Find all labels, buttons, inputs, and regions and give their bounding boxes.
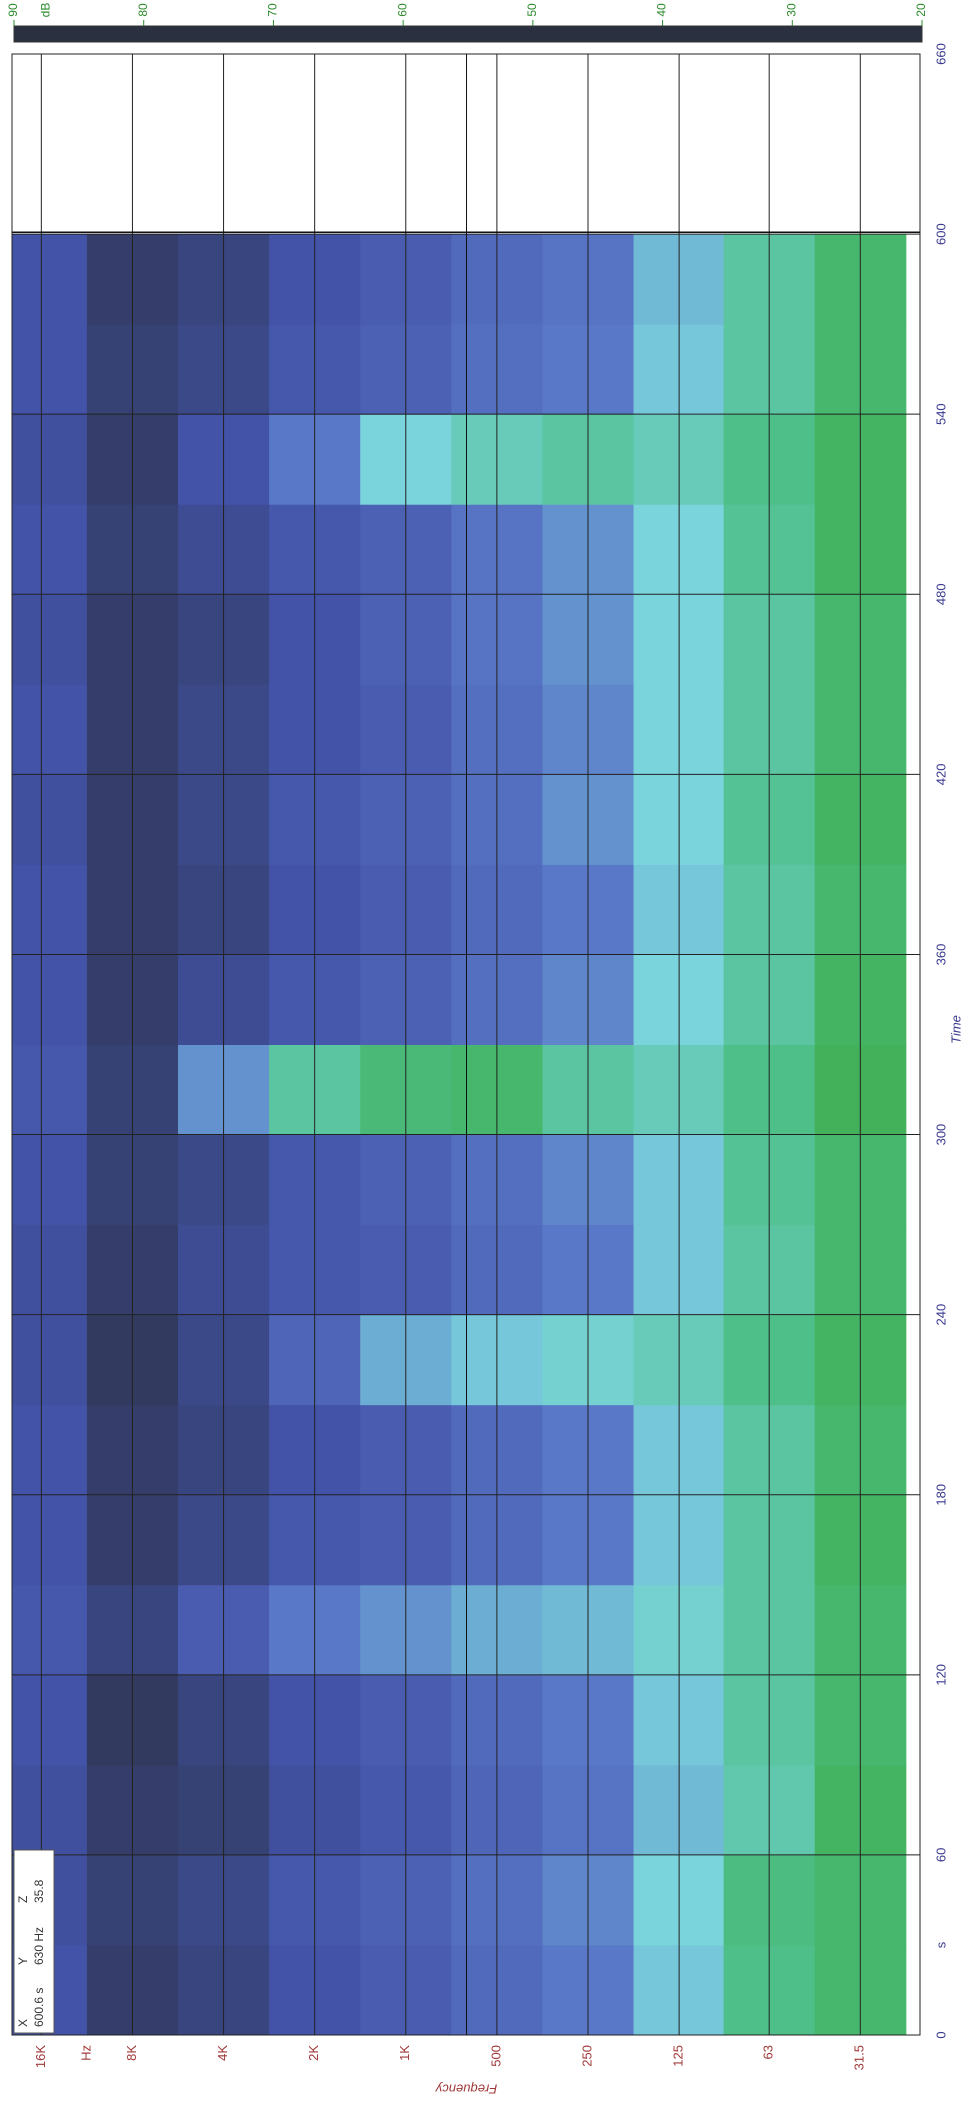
heat-cell <box>12 1404 88 1496</box>
x-unit: s <box>933 1941 948 1948</box>
heat-cell <box>12 864 88 955</box>
x-tick-label: 480 <box>933 583 948 605</box>
heat-cell <box>12 504 88 595</box>
colorbar-tick-label: 90 <box>6 3 20 17</box>
y-tick-label: 63 <box>761 2045 776 2059</box>
colorbar-tick-label: 80 <box>136 3 150 17</box>
colorbar-tick-label: 20 <box>914 3 928 17</box>
y-tick-label: 125 <box>671 2045 686 2067</box>
readout-value: 35.8 <box>32 1879 46 1903</box>
heat-cell <box>12 594 88 685</box>
x-tick-label: 300 <box>933 1124 948 1146</box>
readout-name: Z <box>16 1896 30 1903</box>
colorbar <box>13 25 923 43</box>
overlay: 16K 8K 4K 2K 1K 500 250 125 63 31.5 0 60 120 180 240 30… <box>6 3 962 2097</box>
y-tick-label: 1K <box>397 2045 412 2061</box>
x-tick-label: 120 <box>933 1664 948 1686</box>
heat-cell <box>12 774 88 865</box>
heat-cell <box>12 954 88 1045</box>
x-tick-label: 660 <box>933 43 948 65</box>
colorbar-tick-label: 60 <box>395 3 409 17</box>
colorbar-tick-label: 70 <box>266 3 280 17</box>
y-tick-label: 250 <box>579 2045 594 2067</box>
heat-cell <box>12 1314 88 1406</box>
colorbar-tick-label: 30 <box>784 3 798 17</box>
x-tick-label: 0 <box>933 2031 948 2038</box>
y-tick-label: 4K <box>215 2045 230 2061</box>
y-tick-label: 31.5 <box>852 2045 867 2070</box>
y-tick-label: 16K <box>33 2045 48 2068</box>
heat-cell <box>12 414 88 505</box>
readout-value: 630 Hz <box>32 1927 46 1965</box>
heatmap <box>12 54 920 2036</box>
x-tick-label: 600 <box>933 223 948 245</box>
y-axis-title: Frequency <box>434 2082 497 2097</box>
heat-cell <box>12 1044 88 1136</box>
x-tick-label: 180 <box>933 1484 948 1506</box>
heat-cell <box>12 1584 88 1676</box>
readout-value: 600.6 s <box>32 1988 46 2027</box>
y-tick-label: 500 <box>488 2045 503 2067</box>
x-tick-label: 540 <box>933 403 948 425</box>
colorbar-tick-label: 50 <box>525 3 539 17</box>
y-tick-label: 2K <box>306 2045 321 2061</box>
y-unit: Hz <box>78 2045 93 2061</box>
colorbar-tick-label: 40 <box>655 3 669 17</box>
heat-cell <box>12 1224 88 1316</box>
heat-cell <box>12 1134 88 1226</box>
x-tick-label: 360 <box>933 944 948 966</box>
heat-cell <box>12 1764 88 1856</box>
x-tick-label: 420 <box>933 764 948 786</box>
y-tick-label: 8K <box>124 2045 139 2061</box>
readout-name: X <box>16 2019 30 2027</box>
colorbar-title: dB <box>39 3 53 18</box>
heat-cell <box>12 234 88 325</box>
cursor-readout <box>13 1849 55 2034</box>
readout-name: Y <box>16 1957 30 1965</box>
x-tick-label: 60 <box>933 1848 948 1862</box>
x-axis-title: Time <box>948 1015 962 1044</box>
plot-frame <box>11 53 921 2036</box>
heat-cell <box>12 1674 88 1766</box>
x-tick-label: 240 <box>933 1304 948 1326</box>
heat-cell <box>12 684 88 775</box>
heat-cell <box>12 324 88 415</box>
heat-cell <box>12 1494 88 1586</box>
